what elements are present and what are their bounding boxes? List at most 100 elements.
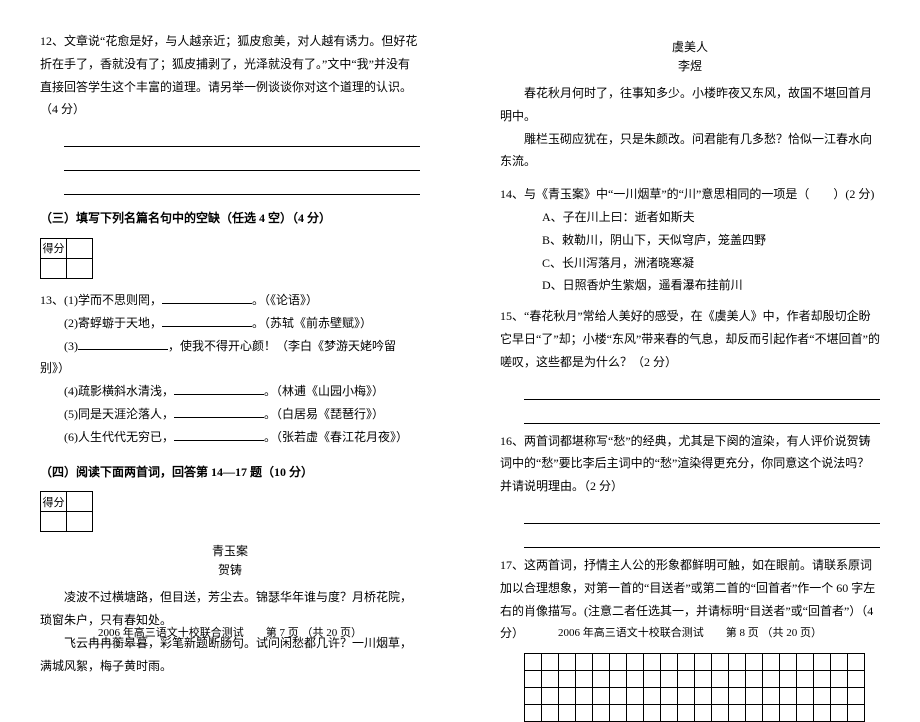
grid-cell[interactable]	[848, 654, 865, 671]
grid-cell[interactable]	[610, 654, 627, 671]
grid-cell[interactable]	[627, 671, 644, 688]
grid-cell[interactable]	[542, 705, 559, 722]
grid-cell[interactable]	[610, 705, 627, 722]
grid-cell[interactable]	[712, 671, 729, 688]
grid-cell[interactable]	[627, 705, 644, 722]
blank[interactable]	[174, 440, 264, 441]
grid-cell[interactable]	[763, 705, 780, 722]
grid-cell[interactable]	[746, 671, 763, 688]
grid-cell[interactable]	[644, 654, 661, 671]
blank[interactable]	[162, 303, 252, 304]
grid-cell[interactable]	[525, 671, 542, 688]
grid-cell[interactable]	[712, 705, 729, 722]
grid-cell[interactable]	[610, 671, 627, 688]
grid-cell[interactable]	[525, 688, 542, 705]
score-value-cell[interactable]	[67, 492, 93, 512]
q14-number: 14、	[500, 187, 524, 201]
grid-cell[interactable]	[542, 671, 559, 688]
grid-cell[interactable]	[729, 671, 746, 688]
blank[interactable]	[174, 417, 264, 418]
grid-cell[interactable]	[797, 705, 814, 722]
grid-cell[interactable]	[780, 688, 797, 705]
grid-cell[interactable]	[695, 654, 712, 671]
grid-cell[interactable]	[627, 688, 644, 705]
q14-opt-b[interactable]: B、敕勒川，阴山下，天似穹庐，笼盖四野	[542, 229, 880, 252]
grid-cell[interactable]	[763, 654, 780, 671]
grid-cell[interactable]	[525, 654, 542, 671]
grid-cell[interactable]	[661, 671, 678, 688]
question-16: 16、两首词都堪称写“愁”的经典，尤其是下阕的渲染，有人评价说贺铸词中的“愁”要…	[500, 430, 880, 498]
grid-cell[interactable]	[559, 688, 576, 705]
grid-cell[interactable]	[848, 688, 865, 705]
score-value-cell-2[interactable]	[67, 258, 93, 278]
grid-cell[interactable]	[712, 688, 729, 705]
grid-cell[interactable]	[661, 688, 678, 705]
blank[interactable]	[174, 394, 264, 395]
blank[interactable]	[162, 326, 252, 327]
grid-cell[interactable]	[593, 705, 610, 722]
grid-cell[interactable]	[763, 688, 780, 705]
grid-cell[interactable]	[661, 654, 678, 671]
grid-cell[interactable]	[559, 654, 576, 671]
grid-cell[interactable]	[729, 654, 746, 671]
grid-cell[interactable]	[610, 688, 627, 705]
grid-cell[interactable]	[831, 688, 848, 705]
question-15: 15、“春花秋月”常给人美好的感受，在《虞美人》中，作者却殷切企盼它早日“了”却…	[500, 305, 880, 373]
grid-cell[interactable]	[848, 705, 865, 722]
character-grid[interactable]	[524, 653, 865, 722]
grid-cell[interactable]	[814, 671, 831, 688]
grid-cell[interactable]	[763, 671, 780, 688]
grid-cell[interactable]	[814, 705, 831, 722]
grid-cell[interactable]	[814, 688, 831, 705]
grid-cell[interactable]	[780, 671, 797, 688]
grid-cell[interactable]	[814, 654, 831, 671]
grid-cell[interactable]	[644, 688, 661, 705]
score-box: 得分	[40, 491, 93, 532]
score-value-cell-2[interactable]	[67, 512, 93, 532]
grid-cell[interactable]	[542, 688, 559, 705]
grid-cell[interactable]	[746, 705, 763, 722]
q14-opt-c[interactable]: C、长川泻落月，洲渚晓寒凝	[542, 252, 880, 275]
grid-cell[interactable]	[780, 705, 797, 722]
grid-cell[interactable]	[542, 654, 559, 671]
grid-cell[interactable]	[729, 688, 746, 705]
grid-cell[interactable]	[576, 671, 593, 688]
grid-cell[interactable]	[576, 654, 593, 671]
grid-cell[interactable]	[780, 654, 797, 671]
grid-cell[interactable]	[695, 688, 712, 705]
grid-cell[interactable]	[831, 671, 848, 688]
grid-cell[interactable]	[593, 671, 610, 688]
grid-cell[interactable]	[831, 705, 848, 722]
grid-cell[interactable]	[695, 671, 712, 688]
grid-cell[interactable]	[729, 705, 746, 722]
grid-cell[interactable]	[644, 671, 661, 688]
grid-cell[interactable]	[746, 688, 763, 705]
grid-cell[interactable]	[661, 705, 678, 722]
grid-cell[interactable]	[627, 654, 644, 671]
grid-cell[interactable]	[848, 671, 865, 688]
grid-cell[interactable]	[797, 688, 814, 705]
grid-cell[interactable]	[831, 654, 848, 671]
grid-cell[interactable]	[593, 654, 610, 671]
q14-opt-a[interactable]: A、子在川上曰：逝者如斯夫	[542, 206, 880, 229]
grid-cell[interactable]	[644, 705, 661, 722]
grid-cell[interactable]	[559, 705, 576, 722]
score-value-cell[interactable]	[67, 238, 93, 258]
grid-cell[interactable]	[695, 705, 712, 722]
q14-opt-d[interactable]: D、日照香炉生紫烟，遥看瀑布挂前川	[542, 274, 880, 297]
grid-cell[interactable]	[576, 688, 593, 705]
grid-cell[interactable]	[746, 654, 763, 671]
question-12: 12、文章说“花愈是好，与人越亲近；狐皮愈美，对人越有诱力。但好花折在手了，香就…	[40, 30, 420, 121]
grid-cell[interactable]	[678, 705, 695, 722]
grid-cell[interactable]	[797, 671, 814, 688]
grid-cell[interactable]	[678, 654, 695, 671]
grid-cell[interactable]	[525, 705, 542, 722]
blank[interactable]	[78, 349, 168, 350]
grid-cell[interactable]	[712, 654, 729, 671]
grid-cell[interactable]	[593, 688, 610, 705]
grid-cell[interactable]	[559, 671, 576, 688]
grid-cell[interactable]	[576, 705, 593, 722]
grid-cell[interactable]	[678, 688, 695, 705]
grid-cell[interactable]	[797, 654, 814, 671]
grid-cell[interactable]	[678, 671, 695, 688]
